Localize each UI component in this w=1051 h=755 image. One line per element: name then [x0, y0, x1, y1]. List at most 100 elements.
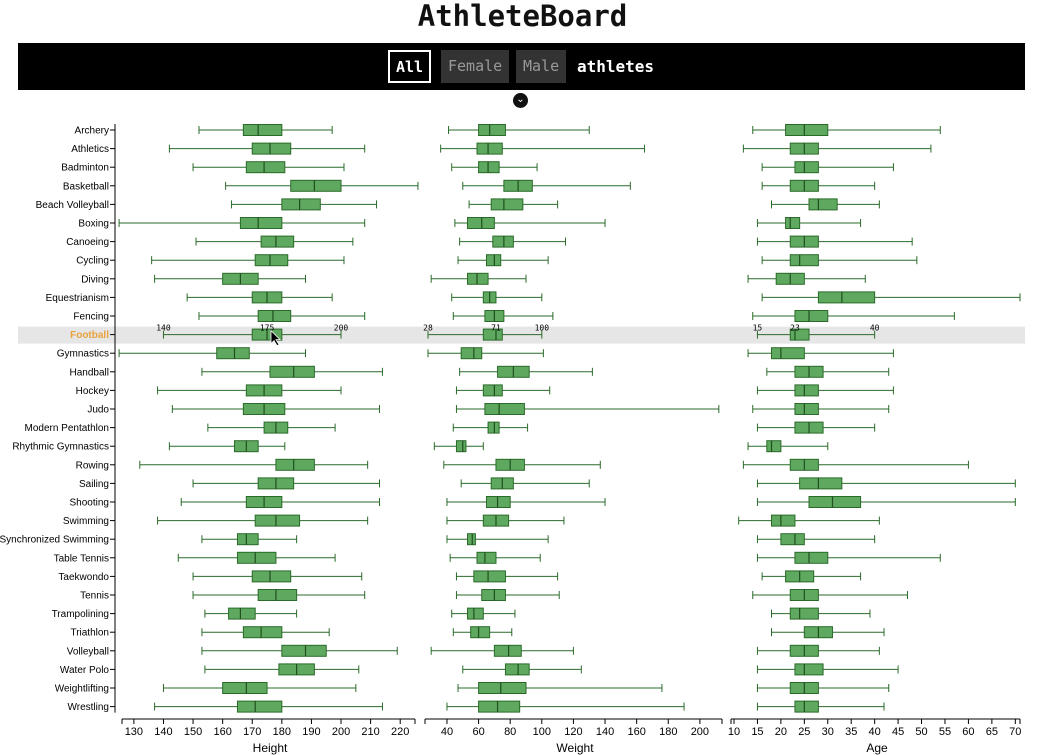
sport-label[interactable]: Triathlon: [70, 628, 109, 639]
weight-box[interactable]: [478, 161, 500, 174]
sport-label[interactable]: Weightlifting: [55, 684, 109, 695]
sport-label[interactable]: Basketball: [63, 181, 109, 192]
weight-box[interactable]: [487, 421, 500, 434]
sport-label[interactable]: Modern Pentathlon: [24, 423, 109, 434]
weight-box[interactable]: [482, 384, 503, 397]
sport-label[interactable]: Badminton: [61, 163, 109, 174]
height-box[interactable]: [216, 347, 250, 360]
weight-box[interactable]: [485, 496, 511, 508]
sport-label[interactable]: Sailing: [79, 479, 109, 490]
age-box[interactable]: [789, 328, 810, 341]
sport-label[interactable]: Football: [70, 330, 109, 341]
weight-box[interactable]: [467, 217, 495, 229]
sport-label[interactable]: Diving: [81, 274, 109, 285]
sport-label[interactable]: Swimming: [63, 516, 109, 527]
age-box[interactable]: [785, 124, 829, 136]
filter-all-button[interactable]: All: [388, 50, 432, 83]
height-box[interactable]: [242, 124, 283, 136]
height-box[interactable]: [251, 142, 292, 155]
sport-label[interactable]: Boxing: [78, 219, 109, 230]
sport-label[interactable]: Taekwondo: [58, 572, 109, 583]
age-box[interactable]: [789, 607, 819, 620]
sport-label[interactable]: Gymnastics: [57, 349, 109, 360]
height-box[interactable]: [260, 235, 295, 248]
age-box[interactable]: [794, 310, 829, 322]
weight-box[interactable]: [478, 124, 506, 136]
sport-label[interactable]: Rhythmic Gymnastics: [12, 442, 109, 453]
sport-label[interactable]: Table Tennis: [54, 553, 109, 564]
age-box[interactable]: [794, 161, 819, 174]
age-box[interactable]: [808, 496, 862, 508]
sport-label[interactable]: Athletics: [71, 144, 109, 155]
sport-label[interactable]: Canoeing: [66, 237, 109, 248]
weight-box[interactable]: [485, 254, 502, 267]
weight-box[interactable]: [467, 607, 484, 620]
age-box[interactable]: [771, 347, 805, 360]
weight-box[interactable]: [473, 570, 506, 583]
weight-box[interactable]: [478, 700, 521, 713]
age-box[interactable]: [794, 403, 819, 415]
weight-box[interactable]: [490, 198, 524, 211]
sport-label[interactable]: Shooting: [70, 498, 109, 509]
height-box[interactable]: [236, 551, 277, 564]
weight-box[interactable]: [484, 403, 525, 415]
weight-box[interactable]: [470, 626, 491, 639]
height-box[interactable]: [257, 589, 298, 601]
height-box[interactable]: [236, 533, 259, 546]
sport-label[interactable]: Trampolining: [52, 609, 109, 620]
weight-box[interactable]: [476, 142, 503, 155]
height-box[interactable]: [251, 570, 292, 583]
sport-label[interactable]: Tennis: [80, 591, 109, 602]
height-box[interactable]: [222, 682, 268, 694]
sport-label[interactable]: Cycling: [76, 256, 109, 267]
height-box[interactable]: [269, 365, 315, 378]
height-box[interactable]: [254, 254, 289, 267]
weight-box[interactable]: [467, 533, 476, 546]
height-box[interactable]: [275, 458, 315, 471]
age-box[interactable]: [817, 291, 876, 304]
sport-label[interactable]: Equestrianism: [46, 293, 109, 304]
weight-box[interactable]: [460, 347, 483, 360]
age-box[interactable]: [794, 551, 829, 564]
sport-label[interactable]: Archery: [75, 126, 109, 137]
age-box[interactable]: [799, 477, 843, 490]
sport-label[interactable]: Fencing: [73, 312, 109, 323]
weight-box[interactable]: [504, 663, 530, 676]
weight-box[interactable]: [476, 551, 497, 564]
weight-box[interactable]: [482, 328, 503, 341]
sport-label[interactable]: Wrestling: [68, 702, 110, 713]
sport-label[interactable]: Judo: [87, 405, 109, 416]
sport-label[interactable]: Hockey: [76, 386, 109, 397]
weight-box[interactable]: [493, 644, 522, 657]
sport-label[interactable]: Rowing: [76, 460, 109, 471]
weight-box[interactable]: [467, 272, 489, 285]
age-box[interactable]: [766, 440, 782, 453]
age-box[interactable]: [808, 198, 838, 211]
sport-label[interactable]: Synchronized Swimming: [0, 535, 109, 546]
age-box[interactable]: [789, 254, 819, 267]
sport-label[interactable]: Beach Volleyball: [36, 200, 109, 211]
weight-box[interactable]: [481, 589, 506, 601]
age-box[interactable]: [794, 663, 824, 676]
sport-label[interactable]: Water Polo: [60, 665, 110, 676]
height-box[interactable]: [242, 626, 283, 639]
filter-male-button[interactable]: Male: [516, 50, 567, 83]
sport-label[interactable]: Volleyball: [67, 646, 109, 657]
height-box[interactable]: [257, 310, 292, 322]
height-box[interactable]: [254, 514, 301, 527]
filter-female-button[interactable]: Female: [441, 50, 510, 83]
sport-label[interactable]: Handball: [70, 367, 109, 378]
height-box[interactable]: [236, 700, 283, 713]
height-box[interactable]: [281, 198, 321, 211]
height-box[interactable]: [281, 644, 327, 657]
height-box[interactable]: [290, 179, 342, 192]
weight-box[interactable]: [478, 682, 527, 694]
age-box[interactable]: [771, 514, 796, 527]
height-box[interactable]: [239, 217, 283, 229]
height-box[interactable]: [228, 607, 256, 620]
weight-box[interactable]: [492, 235, 514, 248]
age-box[interactable]: [780, 533, 805, 546]
age-box[interactable]: [794, 384, 819, 397]
age-box[interactable]: [794, 700, 819, 713]
height-box[interactable]: [245, 161, 286, 174]
